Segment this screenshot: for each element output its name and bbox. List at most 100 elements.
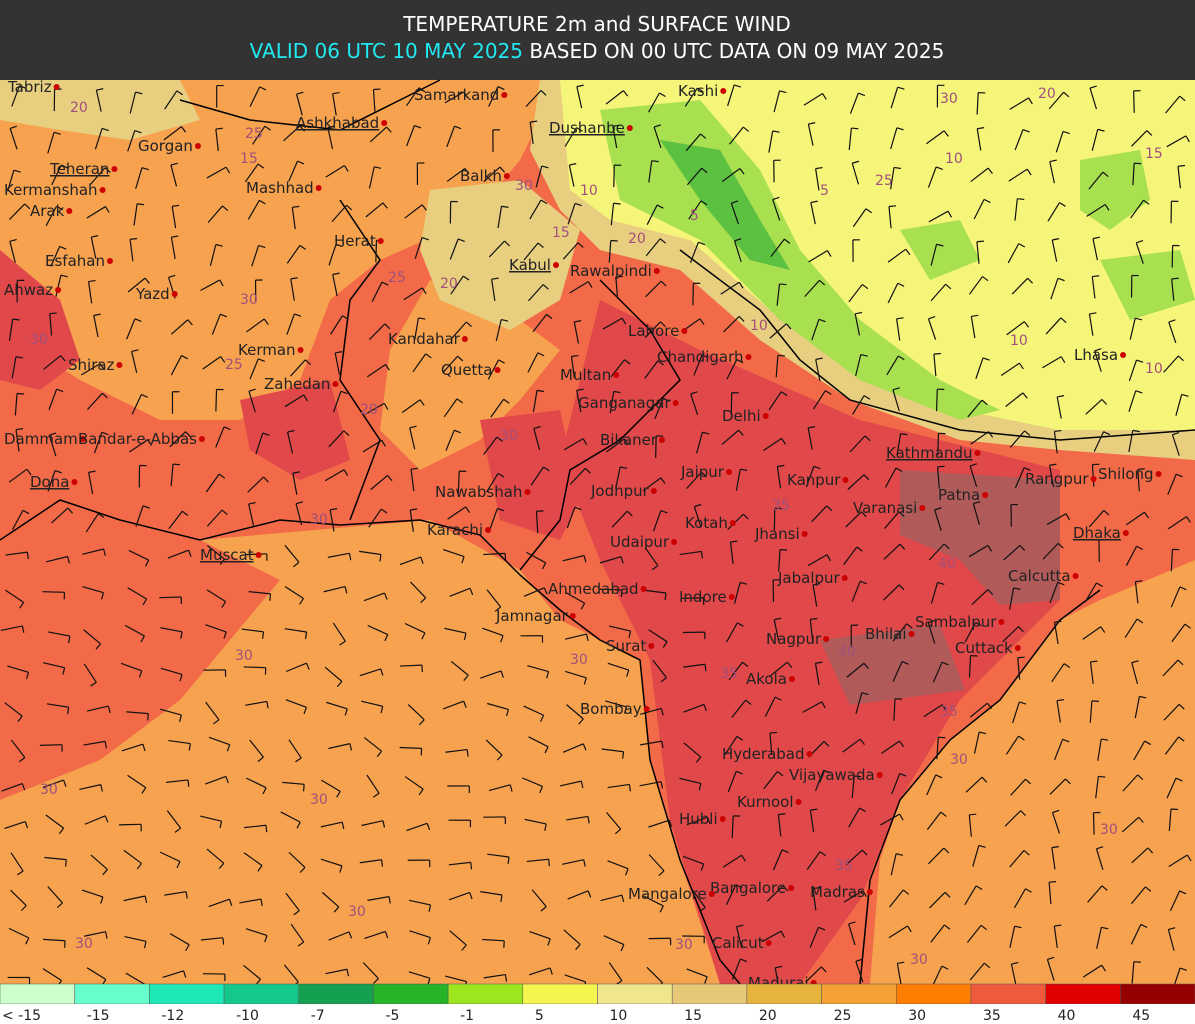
city-label: Balkh [460,167,502,185]
contour-label: 30 [40,782,58,798]
wind-barb [332,274,338,297]
wind-barb-tick [293,561,300,568]
wind-barb [1050,278,1059,300]
wind-barb-tick [287,429,295,433]
wind-barb [283,125,301,142]
wind-barb [526,858,549,863]
wind-barb [845,849,863,866]
wind-barb-tick [543,587,548,595]
wind-barb-tick [221,601,227,608]
wind-barb [968,655,972,678]
wind-barb-tick [264,935,268,943]
wind-barb [7,665,29,673]
wind-barb [489,508,498,530]
city-dot [1122,530,1129,536]
wind-barb [321,891,340,908]
wind-barb [811,505,828,523]
wind-barb-tick [812,887,820,890]
city-dot [643,706,650,712]
wind-barb-tick [662,641,668,648]
wind-barb [246,777,267,789]
wind-barb-tick [188,549,192,557]
wind-barb-tick [973,501,981,505]
wind-barb-tick [248,501,256,505]
wind-barb [927,166,937,188]
wind-barb-tick [60,355,66,362]
wind-barb [721,429,740,445]
wind-barb-tick [582,438,588,446]
wind-barb [849,435,866,453]
wind-barb-tick [855,958,863,962]
contour-label: 10 [580,183,598,199]
wind-barb-tick [339,865,343,873]
wind-barb [414,317,420,340]
wind-barb-tick [1089,312,1097,315]
wind-barb-tick [548,859,550,867]
wind-barb-tick [542,284,549,290]
wind-barb [773,90,781,113]
wind-barb [48,434,57,457]
wind-barb-tick [418,317,426,320]
wind-barb [288,160,299,182]
wind-barb [48,388,58,410]
wind-barb-tick [944,924,951,930]
wind-barb-tick [576,388,584,392]
wind-barb-tick [54,469,62,474]
title: TEMPERATURE 2m and SURFACE WIND [402,12,791,36]
wind-barb [639,707,662,715]
wind-barb [483,552,506,556]
header-bar [0,0,1195,80]
wind-barb-tick [780,391,788,397]
wind-barb [1048,91,1065,110]
wind-barb [244,163,259,183]
wind-barb [806,851,821,870]
wind-barb [1003,544,1021,561]
wind-barb [446,126,456,148]
wind-barb-tick [1179,95,1186,102]
base-time: BASED ON 00 UTC DATA ON 09 MAY 2025 [529,39,944,63]
contour-label: 30 [910,952,928,968]
wind-barb-tick [1136,545,1144,551]
wind-barb [372,89,376,112]
wind-barb [970,431,989,445]
wind-barb [1042,356,1062,369]
wind-barb-tick [858,92,866,97]
wind-barb-tick [826,250,832,257]
wind-barb [808,250,828,263]
wind-barb [811,319,820,341]
wind-barb-tick [66,707,70,715]
wind-barb-tick [258,358,265,363]
wind-barb [884,511,900,529]
wind-barb-tick [823,740,830,747]
wind-barb-tick [780,930,786,938]
wind-barb-tick [13,169,21,173]
wind-barb-tick [12,318,20,321]
wind-barb [1014,129,1024,151]
wind-barb [1053,925,1058,948]
contour-label: 20 [628,231,646,247]
wind-barb-tick [860,511,867,518]
wind-barb [847,474,865,490]
wind-barb [443,549,465,558]
city-dot [377,238,384,244]
wind-barb-tick [734,238,742,242]
wind-barb-tick [1103,509,1110,516]
wind-barb [525,90,542,107]
wind-barb [290,359,306,377]
wind-barb [442,355,459,374]
city-label: Nawabshah [435,483,522,501]
wind-barb-tick [704,976,708,984]
wind-barb [728,661,743,681]
wind-barb-tick [740,958,748,963]
wind-barb [81,889,104,898]
wind-barb-tick [736,735,744,741]
wind-barb-tick [580,781,584,789]
wind-barb [1014,467,1025,489]
wind-barb [521,777,543,787]
contour-label: 15 [552,225,570,241]
wind-barb-tick [583,555,587,563]
legend-swatch [0,983,75,1005]
wind-barb-tick [537,242,544,248]
wind-barb-tick [583,677,587,685]
